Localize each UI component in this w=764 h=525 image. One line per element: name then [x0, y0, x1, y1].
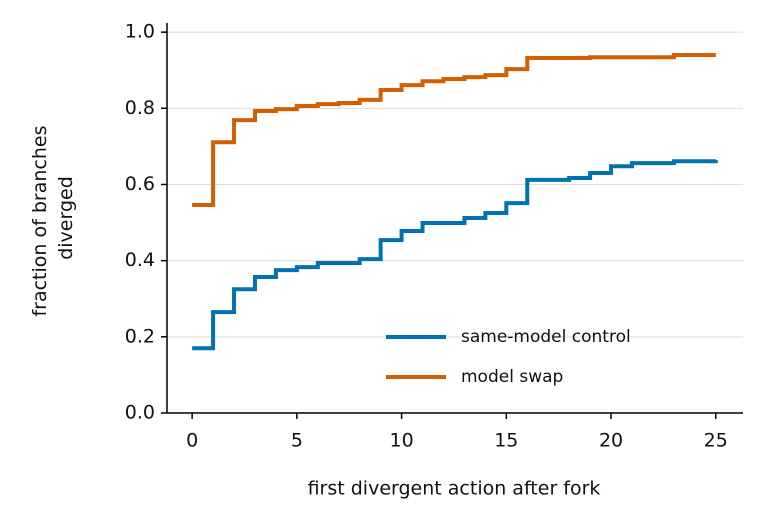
y-axis-label-line: diverged	[55, 176, 77, 260]
x-tick-label: 10	[389, 430, 413, 452]
x-tick-label: 0	[186, 430, 198, 452]
legend-label: model swap	[461, 367, 563, 387]
x-tick-label: 5	[291, 430, 303, 452]
y-axis-label-line: fraction of branches	[29, 126, 51, 317]
y-tick-label: 0.2	[125, 325, 155, 347]
y-tick-label: 1.0	[125, 21, 155, 43]
y-tick-label: 0.8	[125, 97, 155, 119]
y-tick-label: 0.0	[125, 402, 155, 424]
y-axis-label: fraction of branches diverged	[29, 119, 77, 316]
step-line	[192, 52, 716, 208]
step-line	[192, 159, 718, 351]
x-axis-label: first divergent action after fork	[308, 478, 601, 500]
x-tick-label: 20	[599, 430, 623, 452]
x-tick-label: 25	[704, 430, 728, 452]
x-tick-label: 15	[494, 430, 518, 452]
legend-label: same-model control	[461, 327, 631, 347]
y-tick-label: 0.4	[125, 249, 155, 271]
y-tick-label: 0.6	[125, 173, 155, 195]
